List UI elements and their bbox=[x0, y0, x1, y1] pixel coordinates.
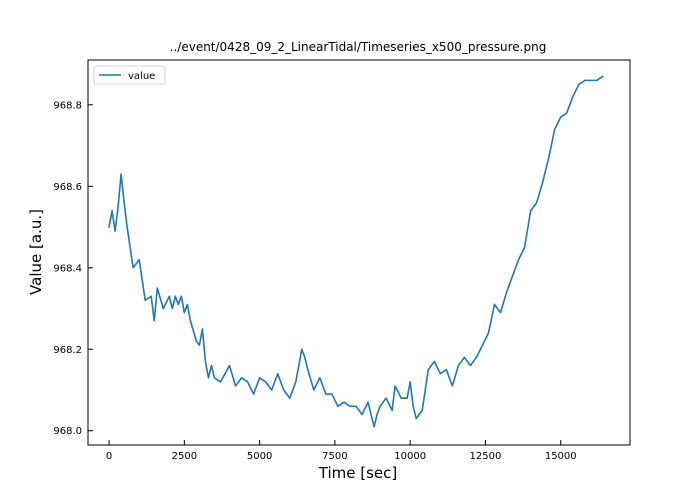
y-axis-label: Value [a.u.] bbox=[27, 209, 45, 295]
y-tick-label: 968.8 bbox=[53, 100, 82, 111]
series-line-value bbox=[108, 75, 604, 428]
x-tick-label: 15000 bbox=[545, 451, 577, 462]
x-tick-label: 10000 bbox=[394, 451, 426, 462]
x-tick-label: 12500 bbox=[470, 451, 502, 462]
x-tick-label: 2500 bbox=[172, 451, 197, 462]
y-axis-ticks: 968.0 968.2 968.4 968.6 968.8 bbox=[53, 100, 93, 437]
y-tick-label: 968.0 bbox=[53, 426, 82, 437]
x-tick-label: 0 bbox=[106, 451, 112, 462]
chart-title: ../event/0428_09_2_LinearTidal/Timeserie… bbox=[170, 40, 547, 54]
x-axis-ticks: 0 2500 5000 7500 10000 12500 15000 bbox=[106, 440, 577, 462]
legend-label-value: value bbox=[128, 71, 155, 82]
y-tick-label: 968.4 bbox=[53, 263, 82, 274]
y-tick-label: 968.6 bbox=[53, 182, 82, 193]
plot-area bbox=[87, 59, 631, 446]
x-tick-label: 5000 bbox=[247, 451, 272, 462]
x-axis-label: Time [sec] bbox=[318, 464, 397, 482]
legend-box bbox=[93, 65, 166, 85]
x-tick-label: 7500 bbox=[322, 451, 347, 462]
legend: value bbox=[93, 65, 166, 85]
y-tick-label: 968.2 bbox=[53, 345, 82, 356]
